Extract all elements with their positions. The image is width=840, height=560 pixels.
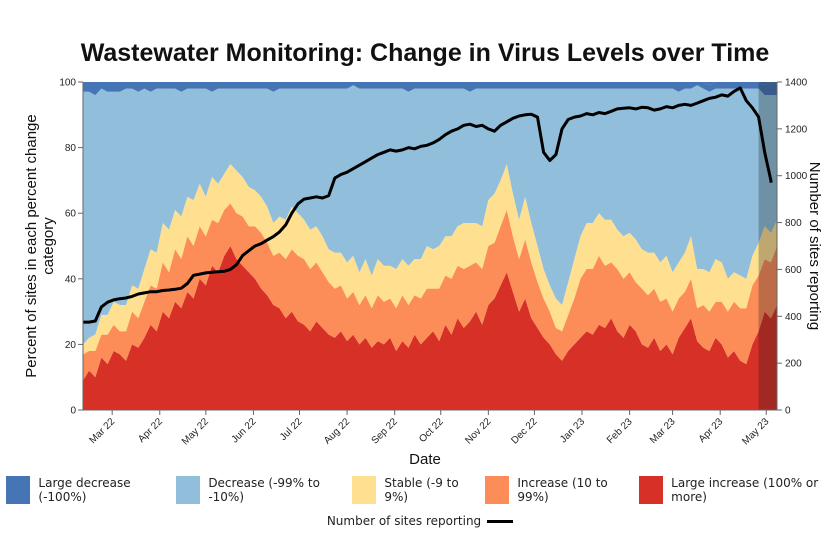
area-large-decrease-cap xyxy=(83,82,777,86)
legend-swatch xyxy=(175,476,201,504)
legend-item-decrease: Decrease (-99% to -10%) xyxy=(175,476,340,504)
x-tick-label: May 22 xyxy=(180,416,211,447)
y2-tick-label: 1000 xyxy=(785,171,808,182)
legend-label: Stable (-9 to 9%) xyxy=(384,476,459,504)
area-stable xyxy=(83,164,777,355)
x-tick-label: Aug 22 xyxy=(322,416,352,446)
legend-swatch xyxy=(352,476,377,504)
x-tick-label: Dec 22 xyxy=(509,416,539,446)
x-tick-label: Jul 22 xyxy=(278,416,305,443)
legend-item-increase: Increase (10 to 99%) xyxy=(484,476,627,504)
stacked-areas xyxy=(83,82,777,410)
x-tick-label: May 23 xyxy=(740,416,771,447)
x-tick-label: Feb 23 xyxy=(605,416,635,446)
y2-tick-label: 600 xyxy=(785,265,802,276)
area-decrease xyxy=(83,85,777,345)
legend-swatch xyxy=(6,476,31,504)
x-tick-label: Mar 22 xyxy=(88,416,118,446)
y-axis-title-line1: Percent of sites in each percent change xyxy=(23,114,40,378)
legend-label: Large decrease (-100%) xyxy=(38,476,131,504)
legend-item-large-decrease: Large decrease (-100%) xyxy=(6,476,164,504)
x-axis-title: Date xyxy=(409,451,441,468)
legend-swatch xyxy=(638,476,664,504)
y2-tick-label: 1400 xyxy=(785,78,808,89)
x-tick-label: Sep 22 xyxy=(370,416,400,446)
x-tick-label: Jun 22 xyxy=(230,416,259,445)
y2-tick-label: 800 xyxy=(785,218,802,229)
legend-categories: Large decrease (-100%) Decrease (-99% to… xyxy=(0,476,840,504)
sites-reporting-line xyxy=(83,86,773,324)
legend-item-sites-line: Number of sites reporting xyxy=(0,514,840,528)
y2-tick-label: 400 xyxy=(785,312,802,323)
y-tick-label: 20 xyxy=(65,340,77,351)
y2-tick-label: 200 xyxy=(785,359,802,370)
area-large-decrease xyxy=(83,82,777,96)
legend-label: Large increase (100% or more) xyxy=(671,476,819,504)
legend-item-large-increase: Large increase (100% or more) xyxy=(638,476,834,504)
legend-line-swatch xyxy=(487,519,514,523)
y2-axis-title: Number of sites reporting xyxy=(806,162,823,330)
y-tick-label: 80 xyxy=(65,143,77,154)
y2-tick-label: 1200 xyxy=(785,124,808,135)
chart: Wastewater Monitoring: Change in Virus L… xyxy=(23,39,823,468)
x-tick-label: Apr 22 xyxy=(136,416,165,445)
x-tick-label: Jan 23 xyxy=(558,416,587,445)
x-tick-label: Nov 22 xyxy=(463,416,493,446)
y-tick-label: 100 xyxy=(59,78,76,89)
y2-tick-label: 0 xyxy=(785,406,791,417)
legend-label: Decrease (-99% to -10%) xyxy=(208,476,320,504)
area-large-increase xyxy=(83,246,777,410)
legend: Large decrease (-100%) Decrease (-99% to… xyxy=(0,476,840,528)
partial-data-shade xyxy=(758,82,777,410)
y-axis-title-text-2: category xyxy=(40,217,57,275)
legend-swatch xyxy=(484,476,510,504)
y-axis-title-text-1: Percent of sites in each percent change xyxy=(23,114,40,378)
y-axis-title-line2: category xyxy=(40,217,57,275)
area-increase xyxy=(83,203,777,381)
legend-item-stable: Stable (-9 to 9%) xyxy=(352,476,473,504)
legend-line-label: Number of sites reporting xyxy=(326,514,482,528)
chart-title: Wastewater Monitoring: Change in Virus L… xyxy=(81,39,770,67)
y-ticks-left: 0 20 40 60 80 100 xyxy=(59,78,83,417)
axes xyxy=(82,82,778,411)
x-tick-label: Mar 23 xyxy=(648,416,678,446)
y-tick-label: 40 xyxy=(65,274,77,285)
x-tick-label: Oct 22 xyxy=(417,416,446,445)
y-tick-label: 60 xyxy=(65,209,77,220)
x-ticks: Mar 22 Apr 22 May 22 Jun 22 Jul 22 Aug 22 Sep … xyxy=(88,410,772,447)
y-tick-label: 0 xyxy=(70,406,76,417)
y-ticks-right: 0 200 400 600 800 1000 1200 1400 xyxy=(777,78,808,417)
x-tick-label: Apr 23 xyxy=(697,416,726,445)
legend-label: Increase (10 to 99%) xyxy=(517,476,608,504)
